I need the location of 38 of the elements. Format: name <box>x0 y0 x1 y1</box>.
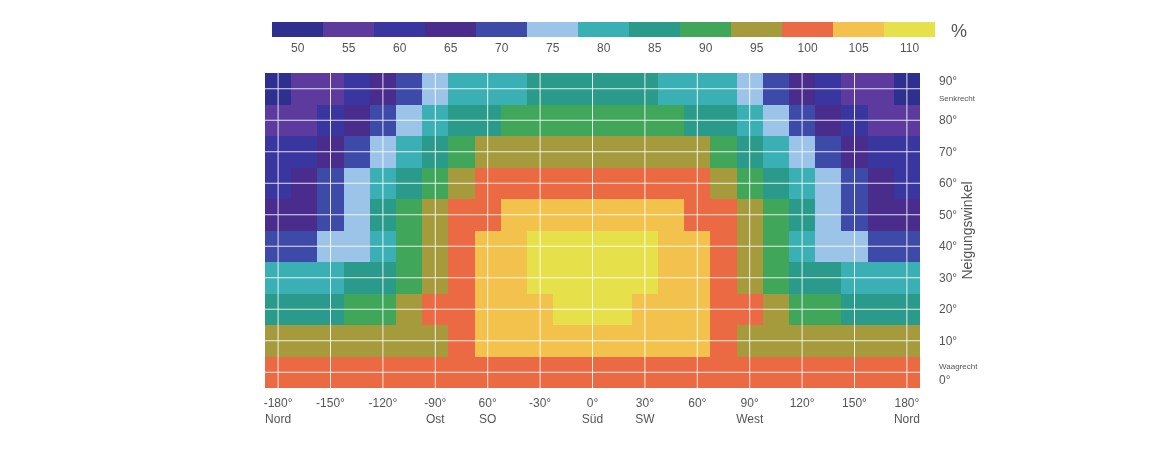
color-bar-label: 105 <box>848 40 869 55</box>
y-tick-label: 10° <box>939 333 958 348</box>
color-bar-label: 65 <box>443 40 458 55</box>
x-tick-label: -180° Nord <box>263 396 293 426</box>
color-bar-label: 110 <box>900 40 920 55</box>
x-tick-label: -150° <box>316 396 346 410</box>
y-tick-label: 60° <box>939 176 958 191</box>
color-bar-label: 70 <box>494 40 509 55</box>
y-tick-label: 20° <box>939 302 958 317</box>
x-tick-label: 30° SW <box>635 396 656 426</box>
color-bar-label: 80 <box>596 40 611 55</box>
color-bar-label: 50 <box>290 40 305 55</box>
x-tick-label: 180° Nord <box>893 396 920 426</box>
x-tick-label: 0° Süd <box>581 396 604 426</box>
color-bar-label: 60 <box>392 40 407 55</box>
y-tick-label: 50° <box>939 207 958 222</box>
x-tick-label: 120° <box>789 396 815 410</box>
x-tick-label: -120° <box>368 396 398 410</box>
color-bar-label: 85 <box>647 40 662 55</box>
y-tick-label: 40° <box>939 239 958 254</box>
color-bar-label: 90 <box>698 40 713 55</box>
y-tick-label: 70° <box>939 144 958 159</box>
color-bar-label: 95 <box>749 40 764 55</box>
x-tick-label: -90° Ost <box>424 396 447 426</box>
color-bar-label: 75 <box>545 40 560 55</box>
color-bar-label: 55 <box>341 40 356 55</box>
y-tick-label: Waagrecht 0° <box>939 361 979 388</box>
x-tick-label: 150° <box>842 396 868 410</box>
x-tick-label: -30° <box>529 396 552 410</box>
y-tick-label: 90° Senkrecht <box>939 74 976 103</box>
y-tick-label: 80° <box>939 113 958 128</box>
y-axis-title: Neigungswinkel <box>959 181 976 280</box>
color-bar-title: % <box>951 21 968 41</box>
x-tick-label: 90° West <box>736 396 764 426</box>
x-tick-label: 60° SO <box>478 396 497 426</box>
x-tick-label: 60° <box>688 396 707 410</box>
color-bar-label: 100 <box>797 40 818 55</box>
y-tick-label: 30° <box>939 270 958 285</box>
